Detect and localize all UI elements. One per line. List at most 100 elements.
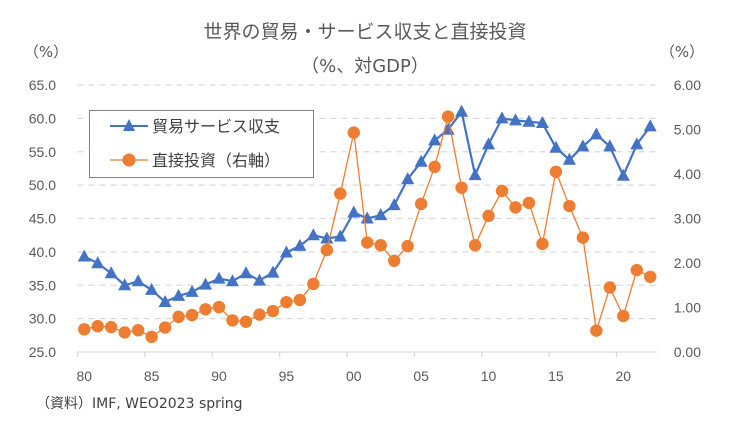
data-point-fdi (563, 199, 576, 213)
data-point-trade (562, 152, 576, 165)
data-point-fdi (185, 308, 199, 322)
data-point-fdi (576, 231, 590, 244)
right-y-tick-label: 1.00 (674, 300, 701, 316)
data-point-fdi (226, 314, 239, 327)
data-point-trade (482, 137, 496, 150)
data-point-fdi (603, 281, 617, 294)
data-point-fdi (334, 187, 347, 200)
data-point-trade (522, 114, 536, 127)
data-point-trade (535, 116, 549, 129)
legend-item-trade: 貿易サービス収支 (110, 117, 280, 136)
right-y-tick-label: 0.00 (674, 344, 701, 360)
data-point-trade (616, 168, 630, 181)
data-point-fdi (617, 309, 630, 323)
plot-area (77, 104, 657, 344)
source-note: （資料）IMF, WEO2023 spring (36, 396, 243, 412)
data-point-trade (455, 104, 469, 117)
data-point-fdi (172, 310, 185, 324)
data-point-trade (266, 265, 280, 278)
legend-triangle-icon (123, 119, 135, 131)
data-point-fdi (630, 263, 643, 277)
right-y-tick-label: 5.00 (674, 122, 701, 138)
data-point-fdi (266, 304, 280, 318)
left-y-tick-label: 60.0 (29, 110, 56, 126)
left-y-tick-label: 65.0 (29, 77, 56, 93)
data-point-fdi (536, 237, 549, 251)
left-y-tick-label: 30.0 (29, 311, 56, 327)
data-point-fdi (293, 293, 307, 307)
chart-title: 世界の貿易・サービス収支と直接投資 (203, 21, 526, 43)
data-point-trade (306, 228, 320, 241)
data-point-fdi (522, 196, 536, 210)
data-point-trade (131, 274, 145, 287)
data-point-trade (239, 266, 253, 279)
data-point-trade (495, 111, 509, 124)
x-tick-label: 80 (76, 368, 92, 384)
data-point-trade (320, 231, 334, 244)
data-point-trade (347, 205, 361, 218)
data-point-fdi (158, 321, 172, 334)
data-point-trade (279, 245, 293, 258)
right-y-tick-label: 2.00 (674, 255, 701, 271)
data-point-trade (212, 271, 226, 284)
x-tick-label: 05 (413, 368, 429, 384)
data-point-fdi (455, 181, 468, 194)
left-y-tick-label: 45.0 (29, 211, 56, 227)
series-fdi (78, 110, 657, 344)
data-point-fdi (468, 239, 482, 252)
right-y-tick-label: 4.00 (674, 166, 701, 182)
data-point-fdi (482, 209, 495, 223)
data-point-fdi (199, 303, 212, 316)
legend-label-trade: 貿易サービス収支 (152, 117, 280, 136)
x-axis: 80 85 90 95 00 05 10 15 20 (76, 351, 657, 384)
data-point-trade (589, 127, 603, 140)
data-point-fdi (428, 160, 441, 174)
x-tick-label: 20 (616, 368, 632, 384)
x-tick-label: 10 (481, 368, 497, 384)
chart-subtitle: （%、対GDP） (301, 56, 429, 77)
data-point-trade (468, 168, 482, 181)
data-point-trade (374, 208, 388, 221)
data-point-trade (172, 288, 186, 301)
data-point-trade (199, 277, 213, 290)
data-point-trade (630, 137, 644, 150)
data-point-fdi (91, 319, 104, 333)
data-point-fdi (590, 324, 603, 337)
data-point-trade (118, 278, 132, 291)
legend-item-fdi: 直接投資（右軸） (110, 151, 280, 170)
data-point-fdi (253, 308, 266, 321)
data-point-fdi (307, 277, 320, 291)
data-point-trade (104, 266, 118, 279)
data-point-fdi (509, 201, 522, 214)
data-point-fdi (414, 197, 428, 211)
data-point-trade (91, 256, 105, 269)
data-point-trade (428, 133, 442, 146)
data-point-fdi (401, 239, 414, 253)
data-point-fdi (78, 323, 91, 336)
data-point-fdi (320, 243, 334, 257)
data-point-fdi (212, 300, 226, 314)
data-point-trade (252, 273, 266, 286)
data-point-trade (225, 274, 239, 287)
x-tick-label: 90 (211, 368, 227, 384)
data-point-trade (158, 294, 172, 307)
left-y-tick-label: 40.0 (29, 244, 56, 260)
x-tick-label: 85 (144, 368, 160, 384)
data-point-fdi (495, 184, 509, 198)
x-tick-label: 15 (548, 368, 564, 384)
legend-label-fdi: 直接投資（右軸） (152, 151, 280, 170)
data-point-trade (414, 154, 428, 167)
data-point-trade (603, 139, 617, 152)
data-point-fdi (361, 236, 374, 249)
data-point-trade (549, 140, 563, 153)
data-point-trade (145, 282, 159, 295)
right-y-axis: 0.00 1.00 2.00 3.00 4.00 5.00 6.00 (674, 77, 701, 360)
data-point-trade (293, 238, 307, 251)
data-point-trade (185, 284, 199, 297)
data-point-fdi (549, 165, 563, 178)
data-point-fdi (104, 320, 118, 334)
data-point-fdi (374, 239, 387, 252)
data-point-trade (387, 198, 401, 211)
data-point-trade (401, 172, 415, 185)
